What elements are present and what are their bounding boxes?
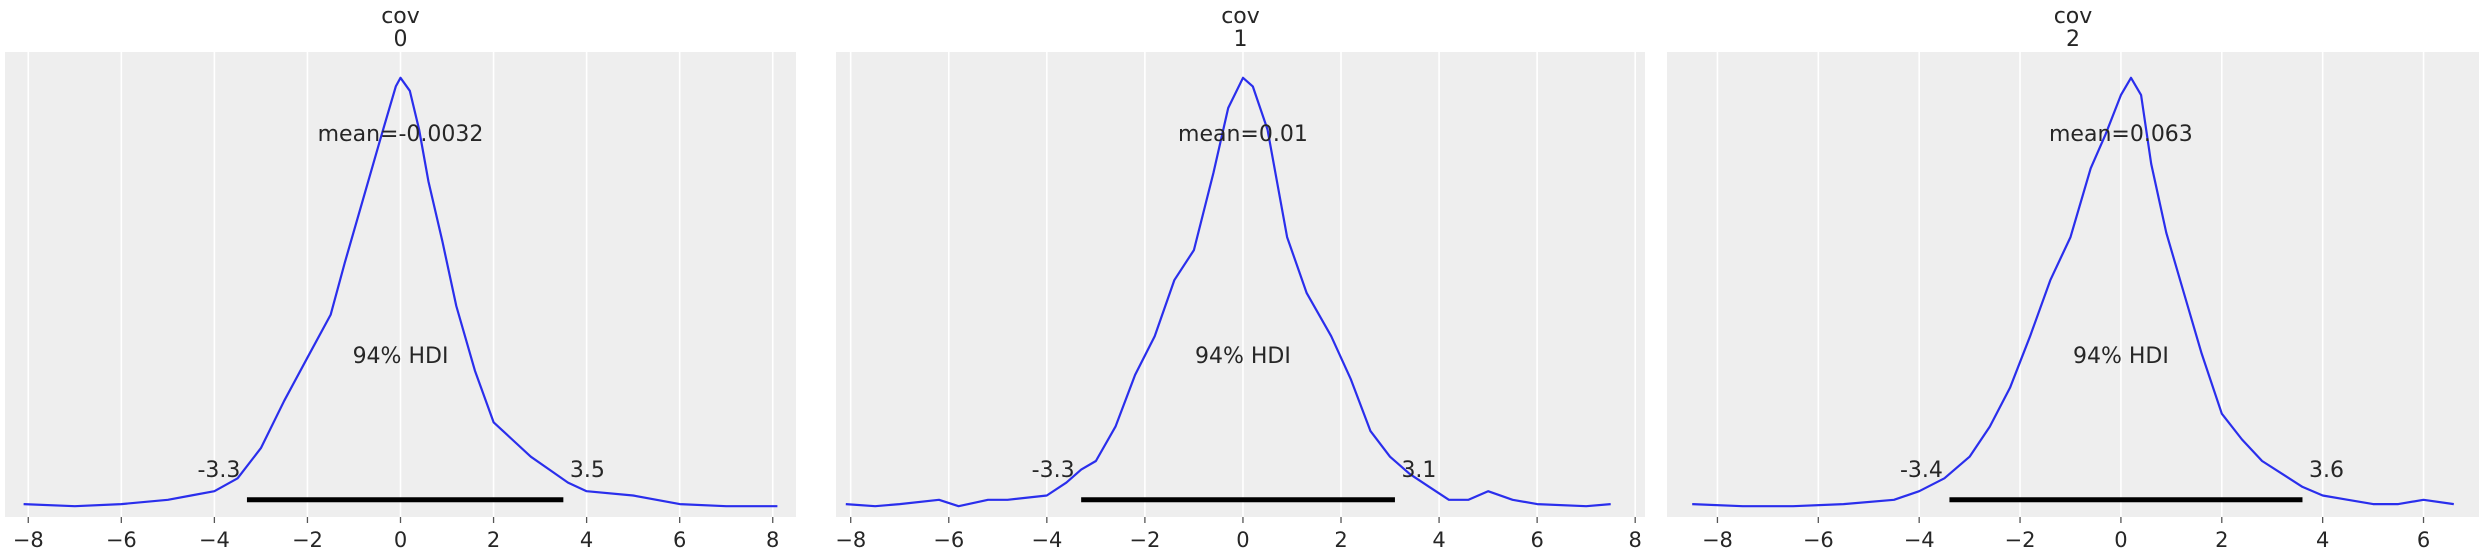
x-tick-label: −4 [1904,528,1935,552]
x-tick-label: 2 [2215,528,2228,552]
subplot-title-var: cov [1221,4,1260,29]
hdi-label: 94% HDI [1195,344,1291,369]
x-tick-label: 0 [394,528,407,552]
mean-label: mean=0.01 [1178,122,1308,147]
subplot-title-var: cov [381,4,420,29]
x-tick-label: −2 [2005,528,2036,552]
x-tick-label: −4 [199,528,230,552]
mean-label: mean=-0.0032 [318,122,484,147]
x-tick-label: −6 [1803,528,1834,552]
x-tick-label: −4 [1031,528,1062,552]
x-tick-label: 6 [673,528,686,552]
hdi-label: 94% HDI [2073,344,2169,369]
hdi-high-label: 3.5 [570,458,605,483]
x-tick-label: 4 [580,528,593,552]
hdi-high-label: 3.6 [2309,458,2344,483]
x-tick-label: 0 [1236,528,1249,552]
x-tick-label: 0 [2114,528,2127,552]
subplot-title-index: 2 [2066,27,2080,52]
hdi-low-label: -3.3 [1032,458,1075,483]
hdi-high-label: 3.1 [1401,458,1436,483]
x-tick-label: −6 [106,528,137,552]
density-curve [23,76,778,508]
x-tick-label: 2 [1334,528,1347,552]
x-tick-label: −6 [933,528,964,552]
x-tick-label: −8 [13,528,44,552]
x-tick-label: −2 [1129,528,1160,552]
subplot-title-var: cov [2054,4,2093,29]
plot-area [836,52,1645,517]
subplot-title-index: 1 [1234,27,1248,52]
x-tick-label: 4 [2316,528,2329,552]
hdi-low-label: -3.4 [1900,458,1943,483]
density-curve [845,76,1611,508]
plot-area [1667,52,2479,517]
x-tick-label: 6 [1530,528,1543,552]
x-tick-label: −8 [835,528,866,552]
hdi-label: 94% HDI [353,344,449,369]
x-tick-label: 8 [766,528,779,552]
x-tick-label: −2 [292,528,323,552]
density-curve [1692,76,2454,508]
x-tick-label: −8 [1702,528,1733,552]
x-tick-label: 2 [487,528,500,552]
x-tick-label: 6 [2417,528,2430,552]
x-tick-label: 4 [1432,528,1445,552]
hdi-low-label: -3.3 [197,458,240,483]
subplot-title-index: 0 [394,27,408,52]
x-tick-label: 8 [1629,528,1642,552]
mean-label: mean=0.063 [2049,122,2193,147]
